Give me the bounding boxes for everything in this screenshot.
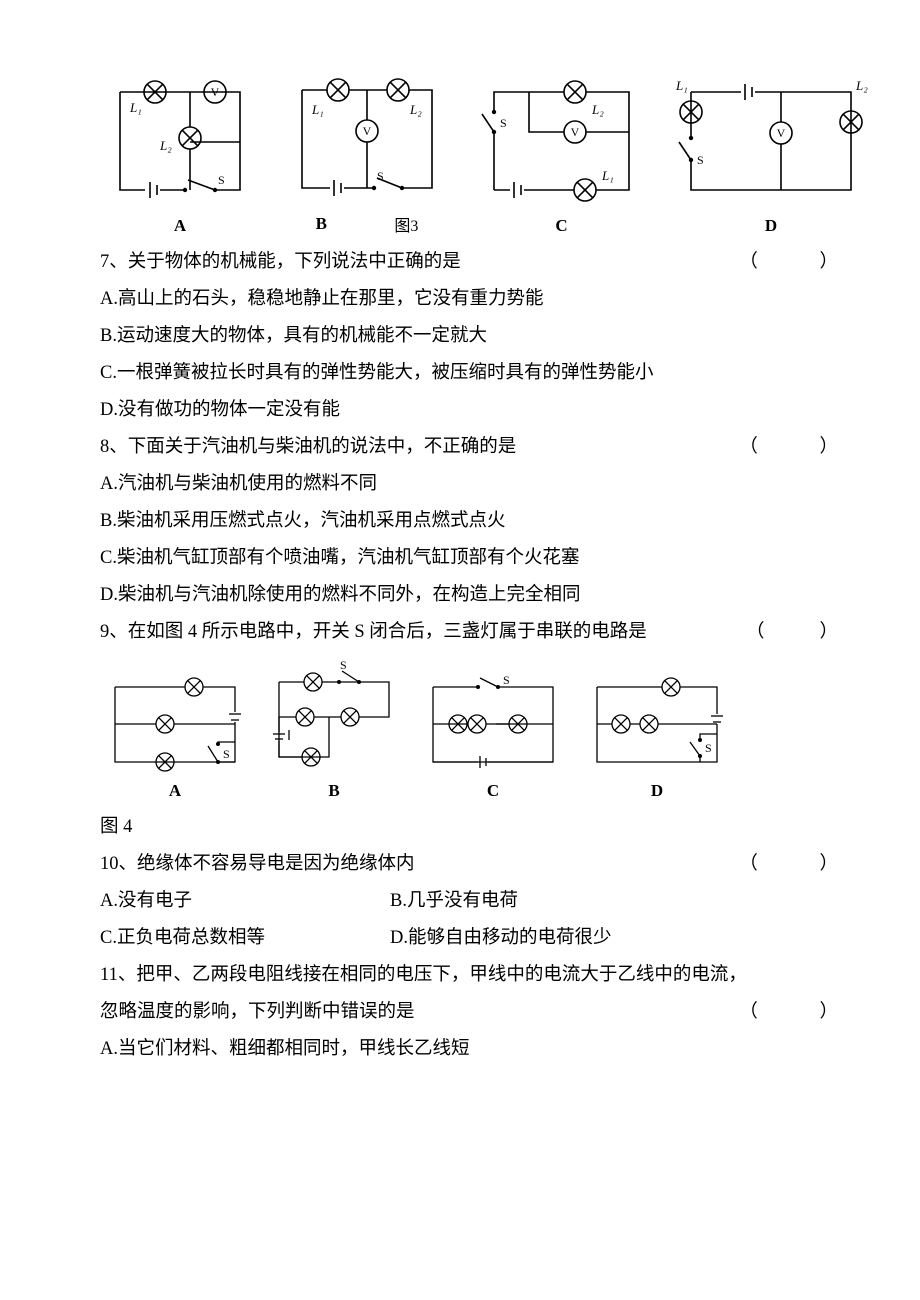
fig3-label-d: D: [671, 216, 871, 236]
q11-a: A.当它们材料、粗细都相同时，甲线长乙线短: [100, 1031, 840, 1068]
svg-text:L₂: L₂: [409, 102, 422, 117]
q8-stem: 8、下面关于汽油机与柴油机的说法中，不正确的是: [100, 429, 516, 466]
fig4-option-b: S B: [264, 657, 404, 801]
fig4-option-a: S A: [100, 672, 250, 801]
fig4-label-a: A: [100, 781, 250, 801]
q8-c: C.柴油机气缸顶部有个喷油嘴，汽油机气缸顶部有个火花塞: [100, 540, 840, 577]
fig4-option-c: S C: [418, 672, 568, 801]
fig3-label-a: A: [100, 216, 260, 236]
fig4-label-b: B: [264, 781, 404, 801]
svg-text:L₂: L₂: [159, 138, 172, 153]
svg-text:S: S: [697, 153, 704, 167]
q8-b: B.柴油机采用压燃式点火，汽油机采用点燃式点火: [100, 503, 840, 540]
svg-text:L₁: L₁: [129, 100, 142, 115]
svg-text:S: S: [223, 747, 230, 761]
q10-stem-line: 10、绝缘体不容易导电是因为绝缘体内 （ ）: [100, 846, 840, 883]
q10-c: C.正负电荷总数相等: [100, 920, 390, 957]
fig3-option-c: L₂ S L₁ C: [474, 72, 649, 236]
fig3-caption: 图3: [394, 212, 418, 236]
fig4-caption: 图 4: [100, 809, 840, 846]
fig4-label-d: D: [582, 781, 732, 801]
svg-text:S: S: [503, 673, 510, 687]
fig3-option-b: L₁ L₂ S B 图3: [282, 70, 452, 236]
fig3-option-a: V L₁ L₂ S: [100, 72, 260, 236]
q9-stem-line: 9、在如图 4 所示电路中，开关 S 闭合后，三盏灯属于串联的电路是 （ ）: [100, 614, 840, 651]
svg-text:L₁: L₁: [311, 102, 324, 117]
svg-text:L₁: L₁: [675, 78, 688, 93]
svg-text:L₁: L₁: [601, 168, 614, 183]
q8-paren: （ ）: [739, 429, 840, 466]
svg-text:S: S: [705, 741, 712, 755]
q8-d: D.柴油机与汽油机除使用的燃料不同外，在构造上完全相同: [100, 577, 840, 614]
q11-stem2-line: 忽略温度的影响，下列判断中错误的是 （ ）: [100, 994, 840, 1031]
page: V L₁ L₂ S: [0, 0, 920, 1108]
q10-a: A.没有电子: [100, 883, 390, 920]
q7-paren: （ ）: [739, 244, 840, 281]
q10-b: B.几乎没有电荷: [390, 883, 518, 920]
q10-paren: （ ）: [739, 846, 840, 883]
fig4-option-d: S D: [582, 672, 732, 801]
q11-stem2: 忽略温度的影响，下列判断中错误的是: [100, 994, 415, 1031]
svg-text:S: S: [377, 169, 384, 183]
fig3-label-c: C: [474, 216, 649, 236]
q8-a: A.汽油机与柴油机使用的燃料不同: [100, 466, 840, 503]
svg-text:L₂: L₂: [855, 78, 868, 93]
svg-text:S: S: [340, 658, 347, 672]
q10-d: D.能够自由移动的电荷很少: [390, 920, 612, 957]
fig3-option-d: L₁ S L₂ D: [671, 72, 871, 236]
q7-a: A.高山上的石头，稳稳地静止在那里，它没有重力势能: [100, 281, 840, 318]
fig3-label-b: B: [316, 214, 327, 236]
q7-d: D.没有做功的物体一定没有能: [100, 392, 840, 429]
q7-b: B.运动速度大的物体，具有的机械能不一定就大: [100, 318, 840, 355]
q9-stem: 9、在如图 4 所示电路中，开关 S 闭合后，三盏灯属于串联的电路是: [100, 614, 647, 651]
q8-stem-line: 8、下面关于汽油机与柴油机的说法中，不正确的是 （ ）: [100, 429, 840, 466]
svg-text:L₂: L₂: [591, 102, 604, 117]
figure-3-row: V L₁ L₂ S: [100, 70, 840, 236]
q7-stem: 7、关于物体的机械能，下列说法中正确的是: [100, 244, 461, 281]
fig4-label-c: C: [418, 781, 568, 801]
q11-paren: （ ）: [739, 994, 840, 1031]
q7-c: C.一根弹簧被拉长时具有的弹性势能大，被压缩时具有的弹性势能小: [100, 355, 840, 392]
svg-text:S: S: [218, 173, 225, 187]
svg-text:S: S: [500, 116, 507, 130]
q10-stem: 10、绝缘体不容易导电是因为绝缘体内: [100, 846, 415, 883]
q9-paren: （ ）: [746, 614, 840, 651]
q11-stem1: 11、把甲、乙两段电阻线接在相同的电压下，甲线中的电流大于乙线中的电流，: [100, 957, 840, 994]
figure-4-row: S A S: [100, 657, 840, 801]
q7-stem-line: 7、关于物体的机械能，下列说法中正确的是 （ ）: [100, 244, 840, 281]
